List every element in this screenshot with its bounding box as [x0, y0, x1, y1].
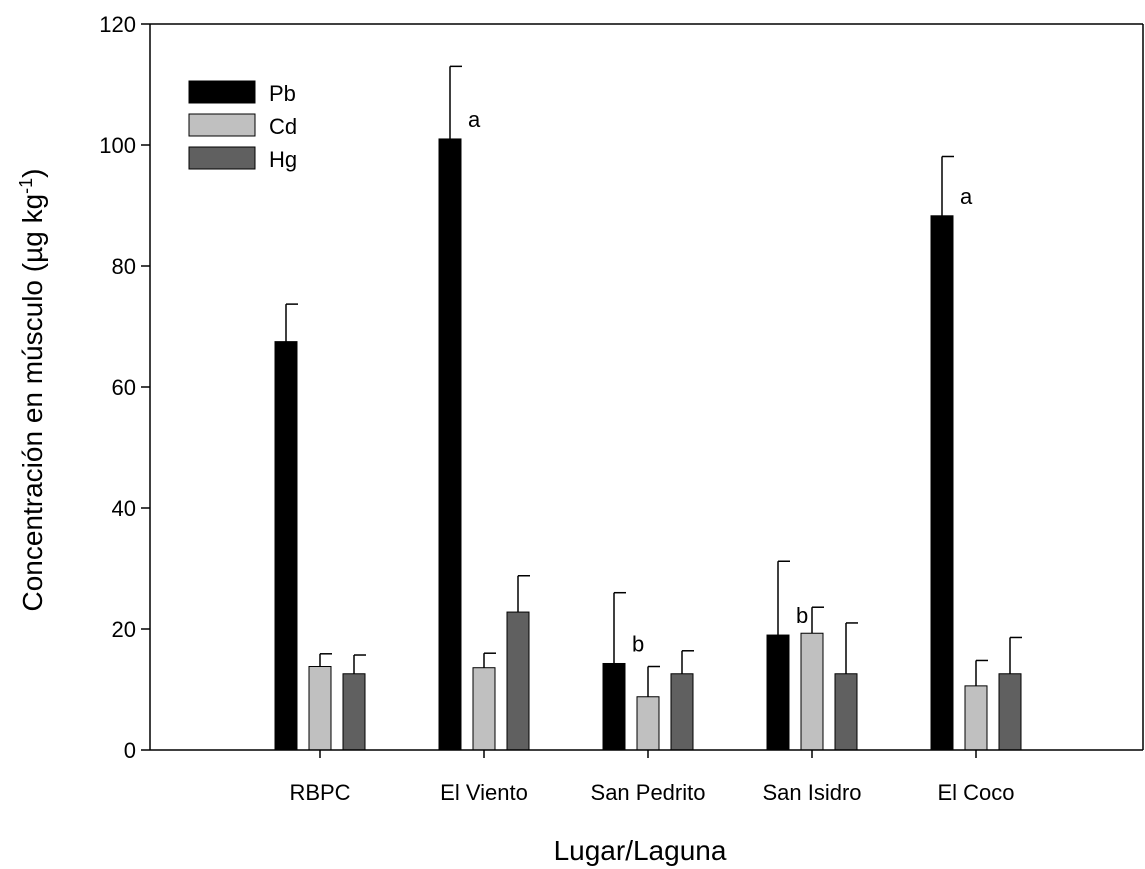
- legend-label-cd: Cd: [269, 114, 297, 139]
- x-category-label: El Viento: [440, 780, 528, 805]
- y-axis-title: Concentración en músculo (µg kg-1): [16, 168, 48, 611]
- bar-hg: [506, 611, 530, 751]
- legend-label-pb: Pb: [269, 81, 296, 106]
- x-category-label: RBPC: [289, 780, 350, 805]
- bar-hg: [670, 673, 694, 751]
- bar-cd: [636, 696, 660, 751]
- bar-cd: [472, 667, 496, 751]
- legend-label-hg: Hg: [269, 147, 297, 172]
- y-tick-label: 120: [99, 12, 136, 37]
- x-category-label: San Isidro: [762, 780, 861, 805]
- y-axis-title-close: ): [17, 168, 48, 177]
- bar-pb: [438, 138, 462, 751]
- bars-layer: [274, 138, 1022, 751]
- legend-swatch-pb: [188, 80, 256, 104]
- x-category-label: El Coco: [937, 780, 1014, 805]
- bar-pb: [930, 215, 954, 751]
- bar-cd: [964, 685, 988, 751]
- y-tick-label: 80: [112, 254, 136, 279]
- y-tick-label: 0: [124, 738, 136, 763]
- bar-pb: [602, 662, 626, 751]
- y-tick-label: 60: [112, 375, 136, 400]
- y-tick-label: 20: [112, 617, 136, 642]
- legend-swatch-hg: [188, 146, 256, 170]
- significance-letter: a: [960, 184, 973, 209]
- bar-pb: [766, 634, 790, 751]
- annotations-layer: a b b a: [468, 107, 973, 657]
- y-tick-label: 100: [99, 133, 136, 158]
- legend: Pb Cd Hg: [188, 80, 297, 172]
- y-ticks: 0 20 40 60 80 100 120: [99, 12, 150, 763]
- x-axis-title: Lugar/Laguna: [554, 835, 727, 866]
- bar-hg: [834, 673, 858, 751]
- significance-letter: a: [468, 107, 481, 132]
- bar-cd: [308, 666, 332, 751]
- bar-hg: [998, 673, 1022, 751]
- y-tick-label: 40: [112, 496, 136, 521]
- x-ticks: RBPC El Viento San Pedrito San Isidro El Coc…: [289, 750, 1015, 805]
- bar-cd: [800, 632, 824, 751]
- x-category-label: San Pedrito: [591, 780, 706, 805]
- y-axis-title-main: Concentración en músculo (µg kg: [17, 194, 48, 612]
- legend-swatch-cd: [188, 113, 256, 137]
- significance-letter: b: [796, 603, 808, 628]
- bar-hg: [342, 673, 366, 751]
- significance-letter: b: [632, 631, 644, 656]
- y-axis-title-superscript: -1: [16, 178, 36, 194]
- bar-pb: [274, 341, 298, 751]
- error-bars-layer: [285, 65, 1022, 697]
